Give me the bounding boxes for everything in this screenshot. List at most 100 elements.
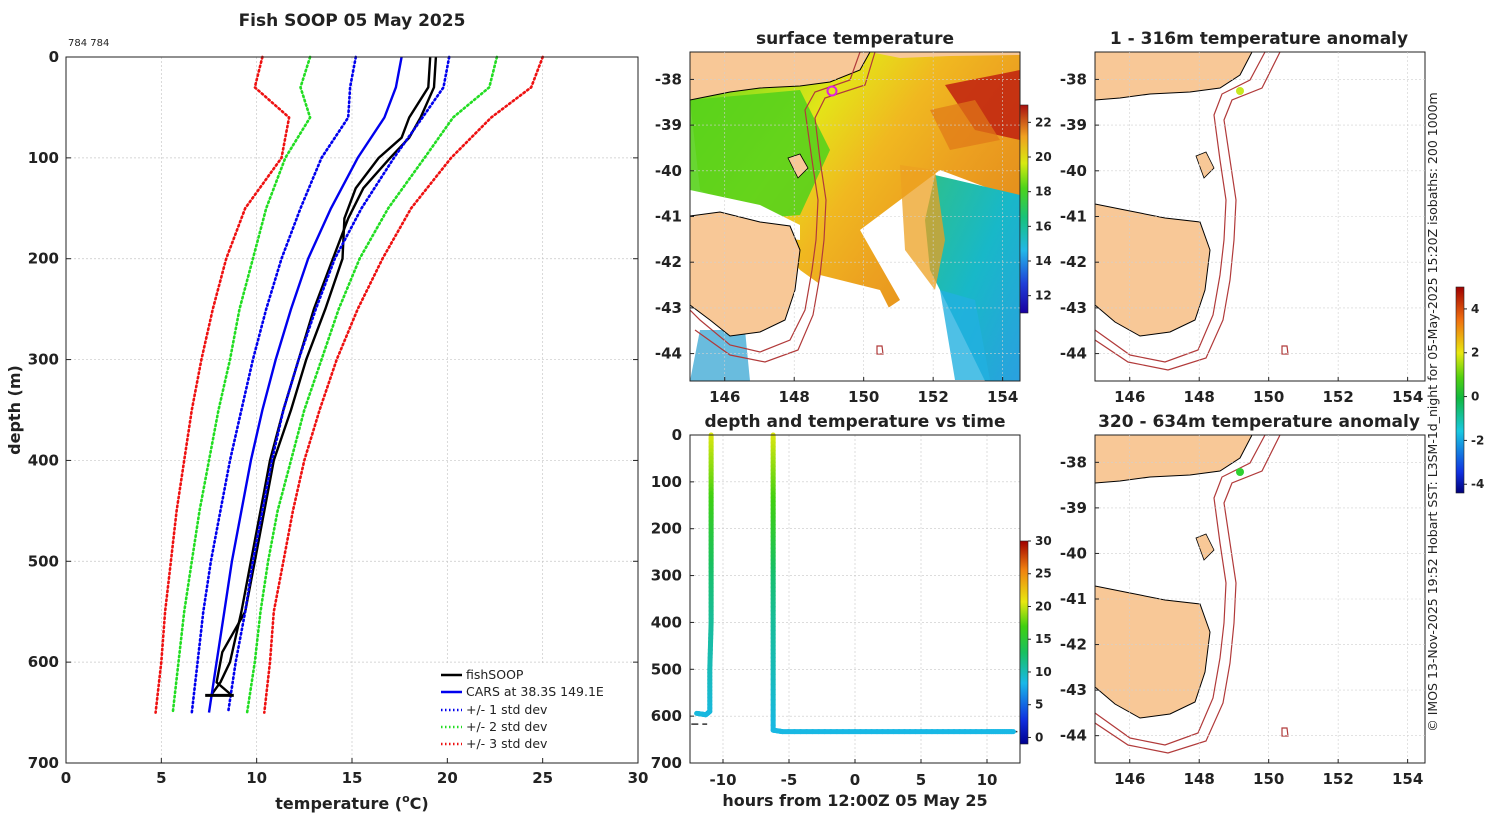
depth-time-data [691,432,1018,735]
sst-station-marker [826,85,838,97]
sst-green-water [690,90,830,220]
colorbar-tick-label: 0 [1035,730,1043,744]
depth-time-ytick-label: 700 [651,754,682,772]
profile-series-3 [190,55,358,714]
anom-shallow-point [1236,87,1244,95]
map-ytick-label: -41 [1060,590,1087,608]
profile-xlabel: temperature (oC) [275,792,428,813]
colorbar-tick-label: 5 [1035,698,1043,712]
map-xtick-label: 154 [987,388,1018,406]
map-ytick-label: -41 [1060,208,1087,226]
map-ytick-label: -44 [655,345,682,363]
profile-series-6 [245,55,499,714]
map-xtick-label: 154 [1392,388,1423,406]
colorbar-tick-label: 22 [1035,115,1052,129]
colorbar-tick-label: -4 [1471,477,1484,491]
colorbar-tick-label: 16 [1035,219,1052,233]
profile-ytick-label: 300 [28,351,59,369]
sst-flinders-island [787,153,809,179]
profile-ytick-label: 100 [28,149,59,167]
profile-xtick-label: 0 [61,769,71,787]
depth-time-title: depth and temperature vs time [705,412,1006,432]
profile-ytick-label: 400 [28,451,59,469]
colorbar-tick-label: 18 [1035,185,1052,199]
legend-item-fish: fishSOOP [466,667,524,682]
profile-xtick-label: 30 [628,769,649,787]
map-ytick-label: -38 [1060,453,1087,471]
sst-ticks: 146 148 150 152 154 -38 -39 -40 -41 -42 -43 -44 [655,52,1020,406]
depth-time-xtick-label: -10 [709,771,736,789]
sst-land-tasmania [690,211,801,337]
map-ytick-label: -40 [655,162,682,180]
map-ytick-label: -42 [1060,253,1087,271]
depth-time-xtick-label: 5 [916,771,926,789]
map-ytick-label: -42 [655,253,682,271]
profile-ylabel: depth (m) [5,365,24,455]
legend-item-std2: +/- 2 std dev [466,719,548,734]
map-xtick-label: 146 [1114,388,1145,406]
map-ytick-label: -43 [1060,681,1087,699]
map-ytick-label: -41 [655,208,682,226]
map-xtick-label: 150 [1253,770,1284,788]
colorbar-tick-label: 10 [1035,665,1052,679]
map-xtick-label: 148 [779,388,810,406]
map-xtick-label: 146 [1114,770,1145,788]
anom-deep-point [1236,468,1244,476]
map-ytick-label: -39 [655,116,682,134]
profile-id-label: 784 784 [68,38,109,49]
depth-time-ytick-label: 400 [651,613,682,631]
profile-xtick-label: 20 [437,769,458,787]
map-xtick-label: 154 [1392,770,1423,788]
anom-deep-land-tasmania [1095,585,1211,719]
map-ytick-label: -43 [1060,299,1087,317]
map-xtick-label: 150 [848,388,879,406]
profile-ytick-label: 500 [28,552,59,570]
colorbar-tick-label: 4 [1471,302,1479,316]
anom-deep-isobath [1095,435,1266,746]
depth-time-ytick-label: 0 [672,426,682,444]
sst-cool-water [925,175,1020,381]
map-xtick-label: 146 [709,388,740,406]
anom-shallow-land-tasmania [1095,203,1211,337]
colorbar-tick-label: 2 [1471,346,1479,360]
map-xtick-label: 148 [1184,770,1215,788]
colorbar-tick-label: 15 [1035,632,1052,646]
depth-time-colorbar [1019,540,1029,745]
colorbar-tick-label: 0 [1471,390,1479,404]
credit-note: © IMOS 13-Nov-2025 19:52 Hobart SST: L3S… [1425,92,1440,731]
depth-time-ytick-label: 300 [651,567,682,585]
sst-colorbar [1019,104,1029,314]
depth-time-ytick-label: 500 [651,660,682,678]
map-xtick-label: 152 [1323,770,1354,788]
colorbar-tick-label: 12 [1035,289,1052,303]
colorbar-tick-label: 20 [1035,150,1052,164]
depth-time-ytick-label: 100 [651,473,682,491]
anom-shallow-ticks: 146 148 150 152 154 -38 -39 -40 -41 -42 -43 -44 [1060,52,1425,406]
anom-deep-ticks: 146 148 150 152 154 -38 -39 -40 -41 -42 -43 -44 [1060,435,1425,788]
sst-title: surface temperature [756,29,954,49]
anom-shallow-title: 1 - 316m temperature anomaly [1110,29,1408,49]
profile-series-2 [207,56,403,713]
map-xtick-label: 152 [918,388,949,406]
map-ytick-label: -43 [655,299,682,317]
legend-item-std1: +/- 1 std dev [466,702,548,717]
legend-item-cars: CARS at 38.3S 149.1E [466,684,604,699]
colorbar-tick-label: 20 [1035,599,1052,613]
anom-shallow-isobath [1095,52,1266,363]
depth-time-colorbar-ticks: 30 25 20 15 10 5 0 [1028,534,1052,744]
profile-series-5 [171,55,312,714]
sst-isobath-1000 [694,52,876,363]
profile-lines [154,55,545,714]
profile-ytick-label: 700 [28,754,59,772]
depth-time-ytick-label: 200 [651,520,682,538]
map-xtick-label: 148 [1184,388,1215,406]
map-ytick-label: -39 [1060,116,1087,134]
map-xtick-label: 150 [1253,388,1284,406]
map-ytick-label: -38 [655,70,682,88]
profile-xtick-label: 25 [532,769,553,787]
page-title: Fish SOOP 05 May 2025 [239,11,466,31]
anom-colorbar [1455,286,1465,494]
map-ytick-label: -42 [1060,636,1087,654]
